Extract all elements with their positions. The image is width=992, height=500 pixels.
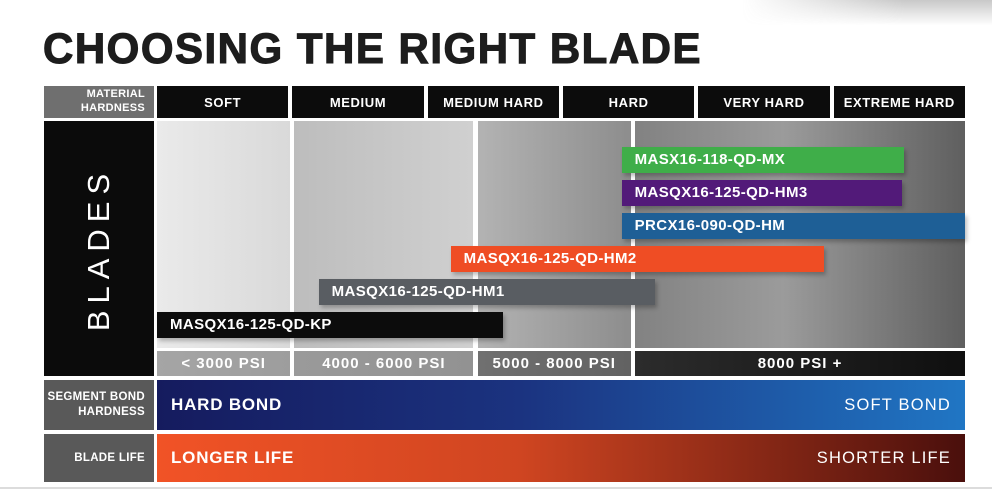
segment-bond-label-line2: HARDNESS: [78, 406, 145, 418]
header-cell-extreme-hard: EXTREME HARD: [833, 86, 965, 118]
bg-zone-3000-psi: [157, 121, 291, 348]
header-cell-soft: SOFT: [157, 86, 289, 118]
bottom-edge-line: [0, 487, 992, 489]
material-hardness-corner-label: MATERIAL HARDNESS: [44, 86, 154, 118]
material-hardness-label-line2: HARDNESS: [80, 102, 145, 114]
bg-zone-5000-8000-psi: [477, 121, 632, 348]
blades-axis-label: BLADES: [81, 166, 116, 331]
blade-bar-label: MASQX16-125-QD-HM3: [634, 184, 808, 201]
hard-bond-label: HARD BOND: [171, 395, 283, 414]
header-cell-medium: MEDIUM: [292, 86, 424, 118]
header-cell-hard: HARD: [562, 86, 695, 118]
segment-bond-gradient-bar: HARD BOND SOFT BOND: [157, 380, 965, 430]
psi-cell-8000-psi: 8000 PSI +: [635, 351, 965, 376]
material-hardness-header-row: MATERIAL HARDNESS SOFT MEDIUM MEDIUM HARD H…: [44, 86, 965, 118]
blade-bar-label: PRCX16-090-QD-HM: [634, 217, 786, 234]
chart-plot-area: MASX16-118-QD-MX MASQX16-125-QD-HM3 PRCX16…: [157, 121, 965, 348]
blade-life-gradient-bar: LONGER LIFE SHORTER LIFE: [157, 434, 965, 482]
longer-life-label: LONGER LIFE: [171, 448, 295, 467]
blade-bar-label: MASQX16-125-QD-HM1: [331, 283, 505, 300]
psi-cell-4000-6000-psi: 4000 - 6000 PSI: [294, 351, 474, 376]
hardness-category-header: SOFT MEDIUM MEDIUM HARD HARD VERY HARD EXTREM…: [157, 86, 965, 118]
psi-cell-label: 4000 - 6000 PSI: [322, 355, 446, 372]
blade-chart-table: MATERIAL HARDNESS SOFT MEDIUM MEDIUM HARD H…: [44, 86, 965, 482]
blade-bar-prcx16-090-qd-hm: PRCX16-090-QD-HM: [621, 213, 965, 239]
blade-life-row-label: BLADE LIFE: [44, 434, 154, 482]
bg-zone-4000-6000-psi: [294, 121, 474, 348]
psi-cell-3000-psi: < 3000 PSI: [157, 351, 291, 376]
psi-cell-label: < 3000 PSI: [181, 355, 266, 372]
blade-bar-masx16-118-qd-mx: MASX16-118-QD-MX: [621, 147, 905, 173]
psi-scale-row: < 3000 PSI 4000 - 6000 PSI 5000 - 8000 PSI…: [157, 351, 965, 376]
header-cell-very-hard: VERY HARD: [698, 86, 830, 118]
blade-bar-masqx16-125-qd-hm1: MASQX16-125-QD-HM1: [318, 279, 656, 305]
blade-bar-masqx16-125-qd-kp: MASQX16-125-QD-KP: [157, 312, 504, 338]
blade-bar-label: MASQX16-125-QD-KP: [170, 316, 332, 333]
top-right-shade: [742, 0, 992, 30]
blade-bar-masqx16-125-qd-hm2: MASQX16-125-QD-HM2: [450, 246, 824, 272]
psi-cell-label: 8000 PSI +: [757, 355, 843, 372]
page-title: CHOOSING THE RIGHT BLADE: [42, 23, 703, 72]
segment-bond-label-line1: SEGMENT BOND: [47, 391, 145, 404]
segment-bond-hardness-row-label: SEGMENT BOND HARDNESS: [44, 380, 154, 430]
blade-bar-masqx16-125-qd-hm3: MASQX16-125-QD-HM3: [621, 180, 902, 206]
soft-bond-label: SOFT BOND: [844, 395, 951, 414]
psi-cell-label: 5000 - 8000 PSI: [492, 355, 616, 372]
psi-cell-5000-8000-psi: 5000 - 8000 PSI: [477, 351, 632, 376]
blade-life-label-line1: BLADE LIFE: [74, 451, 145, 464]
blade-bar-label: MASX16-118-QD-MX: [634, 151, 786, 168]
header-cell-medium-hard: MEDIUM HARD: [427, 86, 559, 118]
material-hardness-label-line1: MATERIAL: [86, 88, 145, 101]
blade-bar-label: MASQX16-125-QD-HM2: [463, 250, 637, 267]
blades-sidebar: BLADES: [44, 121, 154, 376]
shorter-life-label: SHORTER LIFE: [816, 448, 951, 467]
